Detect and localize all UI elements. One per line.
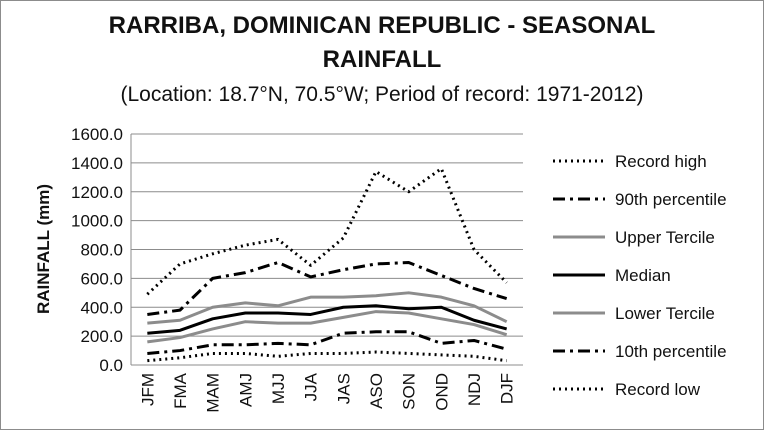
axes: 0.0 200.0 400.0 600.0 800.0 1000.0 1200.0 1400.… (71, 125, 523, 413)
y-tick-label: 400.0 (80, 298, 123, 317)
chart-title-line-2: RAINFALL (323, 46, 442, 73)
series-line-90th-percentile (147, 260, 508, 316)
x-tick-label: JAS (334, 373, 353, 404)
y-tick-label: 1000.0 (71, 212, 123, 231)
series-line-10th-percentile (147, 330, 508, 355)
x-tick-label: JFM (138, 373, 157, 406)
series-line-upper-tercile (147, 291, 508, 325)
series-line-record-low (147, 350, 507, 363)
chart-title-line-1: RARRIBA, DOMINICAN REPUBLIC - SEASONAL (109, 12, 656, 39)
legend-label: Record high (615, 152, 707, 171)
y-tick-label: 200.0 (80, 327, 123, 346)
series-lines (146, 167, 508, 363)
x-tick-label: ASO (367, 373, 386, 409)
legend-label: Record low (615, 380, 701, 399)
x-tick-label: OND (432, 373, 451, 411)
y-axis-label: RAINFALL (mm) (34, 184, 53, 314)
chart-subtitle: (Location: 18.7°N, 70.5°W; Period of rec… (120, 83, 643, 106)
x-tick-label: MAM (204, 373, 223, 413)
series-line-lower-tercile (147, 310, 508, 344)
y-tick-label: 800.0 (80, 241, 123, 260)
series-line-median (147, 304, 508, 335)
x-tick-label: MJJ (269, 373, 288, 404)
y-tick-label: 0.0 (99, 356, 123, 375)
x-tick-label: NDJ (465, 373, 484, 406)
y-tick-label: 600.0 (80, 269, 123, 288)
legend-label: Upper Tercile (615, 228, 715, 247)
y-tick-label: 1400.0 (71, 154, 123, 173)
legend-label: 90th percentile (615, 190, 727, 209)
x-tick-label: AMJ (236, 373, 255, 407)
gridlines (131, 133, 523, 337)
y-tick-label: 1200.0 (71, 183, 123, 202)
x-tick-label: DJF (498, 373, 517, 404)
series-line-record-high (146, 167, 508, 296)
legend-label: Lower Tercile (615, 304, 715, 323)
y-tick-label: 1600.0 (71, 125, 123, 144)
legend: Record high 90th percentile Upper Tercile M… (553, 152, 727, 399)
legend-label: 10th percentile (615, 342, 727, 361)
x-tick-label: JJA (302, 372, 321, 401)
x-tick-label: FMA (171, 372, 190, 409)
x-tick-label: SON (400, 373, 419, 410)
legend-label: Median (615, 266, 671, 285)
